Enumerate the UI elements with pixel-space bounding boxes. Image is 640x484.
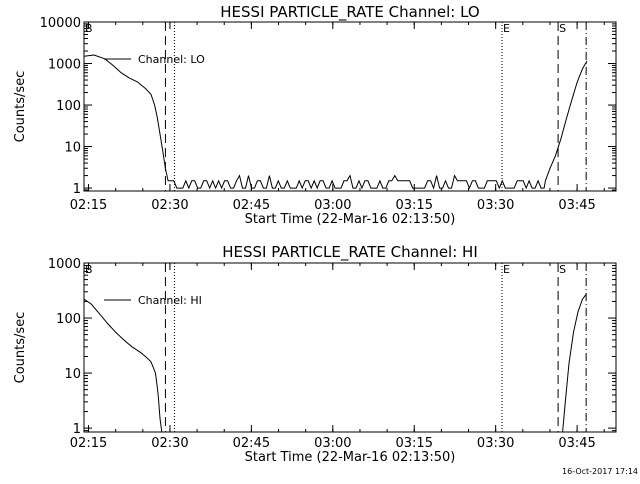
x-tick-label: 03:45 [558, 198, 595, 213]
x-tick-label: 03:30 [477, 198, 514, 213]
y-tick-label: 10000 [40, 16, 81, 31]
y-tick-label: 1 [73, 182, 81, 197]
x-tick-label: 03:00 [314, 436, 351, 451]
y-tick-label: 10 [64, 141, 81, 156]
y-tick-label: 100 [56, 312, 81, 327]
x-tick-label: 02:45 [233, 198, 270, 213]
x-tick-label: 03:30 [477, 436, 514, 451]
event-marker-label: E [503, 263, 510, 276]
chart-panel-2: HESSI PARTICLE_RATE Channel: HI Start Tim… [13, 243, 617, 465]
x-tick-label: 02:45 [233, 436, 270, 451]
plot-frame [83, 262, 617, 433]
y-tick-label: 100 [56, 99, 81, 114]
x-tick-label: 02:30 [151, 436, 188, 451]
x-tick-label: 03:15 [396, 198, 433, 213]
event-marker-label: E [503, 22, 510, 35]
y-tick-label: 1000 [48, 257, 81, 272]
series-line-1 [84, 54, 588, 190]
x-axis-label: Start Time (22-Mar-16 02:13:50) [245, 212, 456, 227]
y-tick-label: 1000 [48, 58, 81, 73]
footer-timestamp: 16-Oct-2017 17:14 [562, 467, 638, 476]
x-tick-label: 02:30 [151, 198, 188, 213]
y-tick-label: 10 [64, 367, 81, 382]
x-tick-label: 03:00 [314, 198, 351, 213]
legend-label: Channel: HI [138, 294, 202, 307]
series-line-2 [562, 294, 587, 432]
event-marker-label: S [559, 22, 566, 35]
y-axis-label: Counts/sec [13, 71, 28, 143]
x-axis-label: Start Time (22-Mar-16 02:13:50) [245, 450, 456, 465]
y-axis-label: Counts/sec [13, 312, 28, 384]
event-marker-label: S [559, 263, 566, 276]
y-tick-label: 1 [73, 422, 81, 437]
event-marker-label: B [85, 22, 93, 35]
x-tick-label: 03:15 [396, 436, 433, 451]
legend-label: Channel: LO [138, 53, 205, 66]
x-tick-label: 03:45 [558, 436, 595, 451]
chart-panel-1: HESSI PARTICLE_RATE Channel: LO Start Tim… [13, 3, 617, 227]
chart-title: HESSI PARTICLE_RATE Channel: LO [220, 3, 479, 22]
x-tick-label: 02:15 [70, 436, 107, 451]
series-line-1 [84, 298, 163, 432]
chart-title: HESSI PARTICLE_RATE Channel: HI [222, 243, 478, 262]
event-marker-label: B [85, 263, 93, 276]
x-tick-label: 02:15 [70, 198, 107, 213]
plot-frame [83, 21, 617, 192]
